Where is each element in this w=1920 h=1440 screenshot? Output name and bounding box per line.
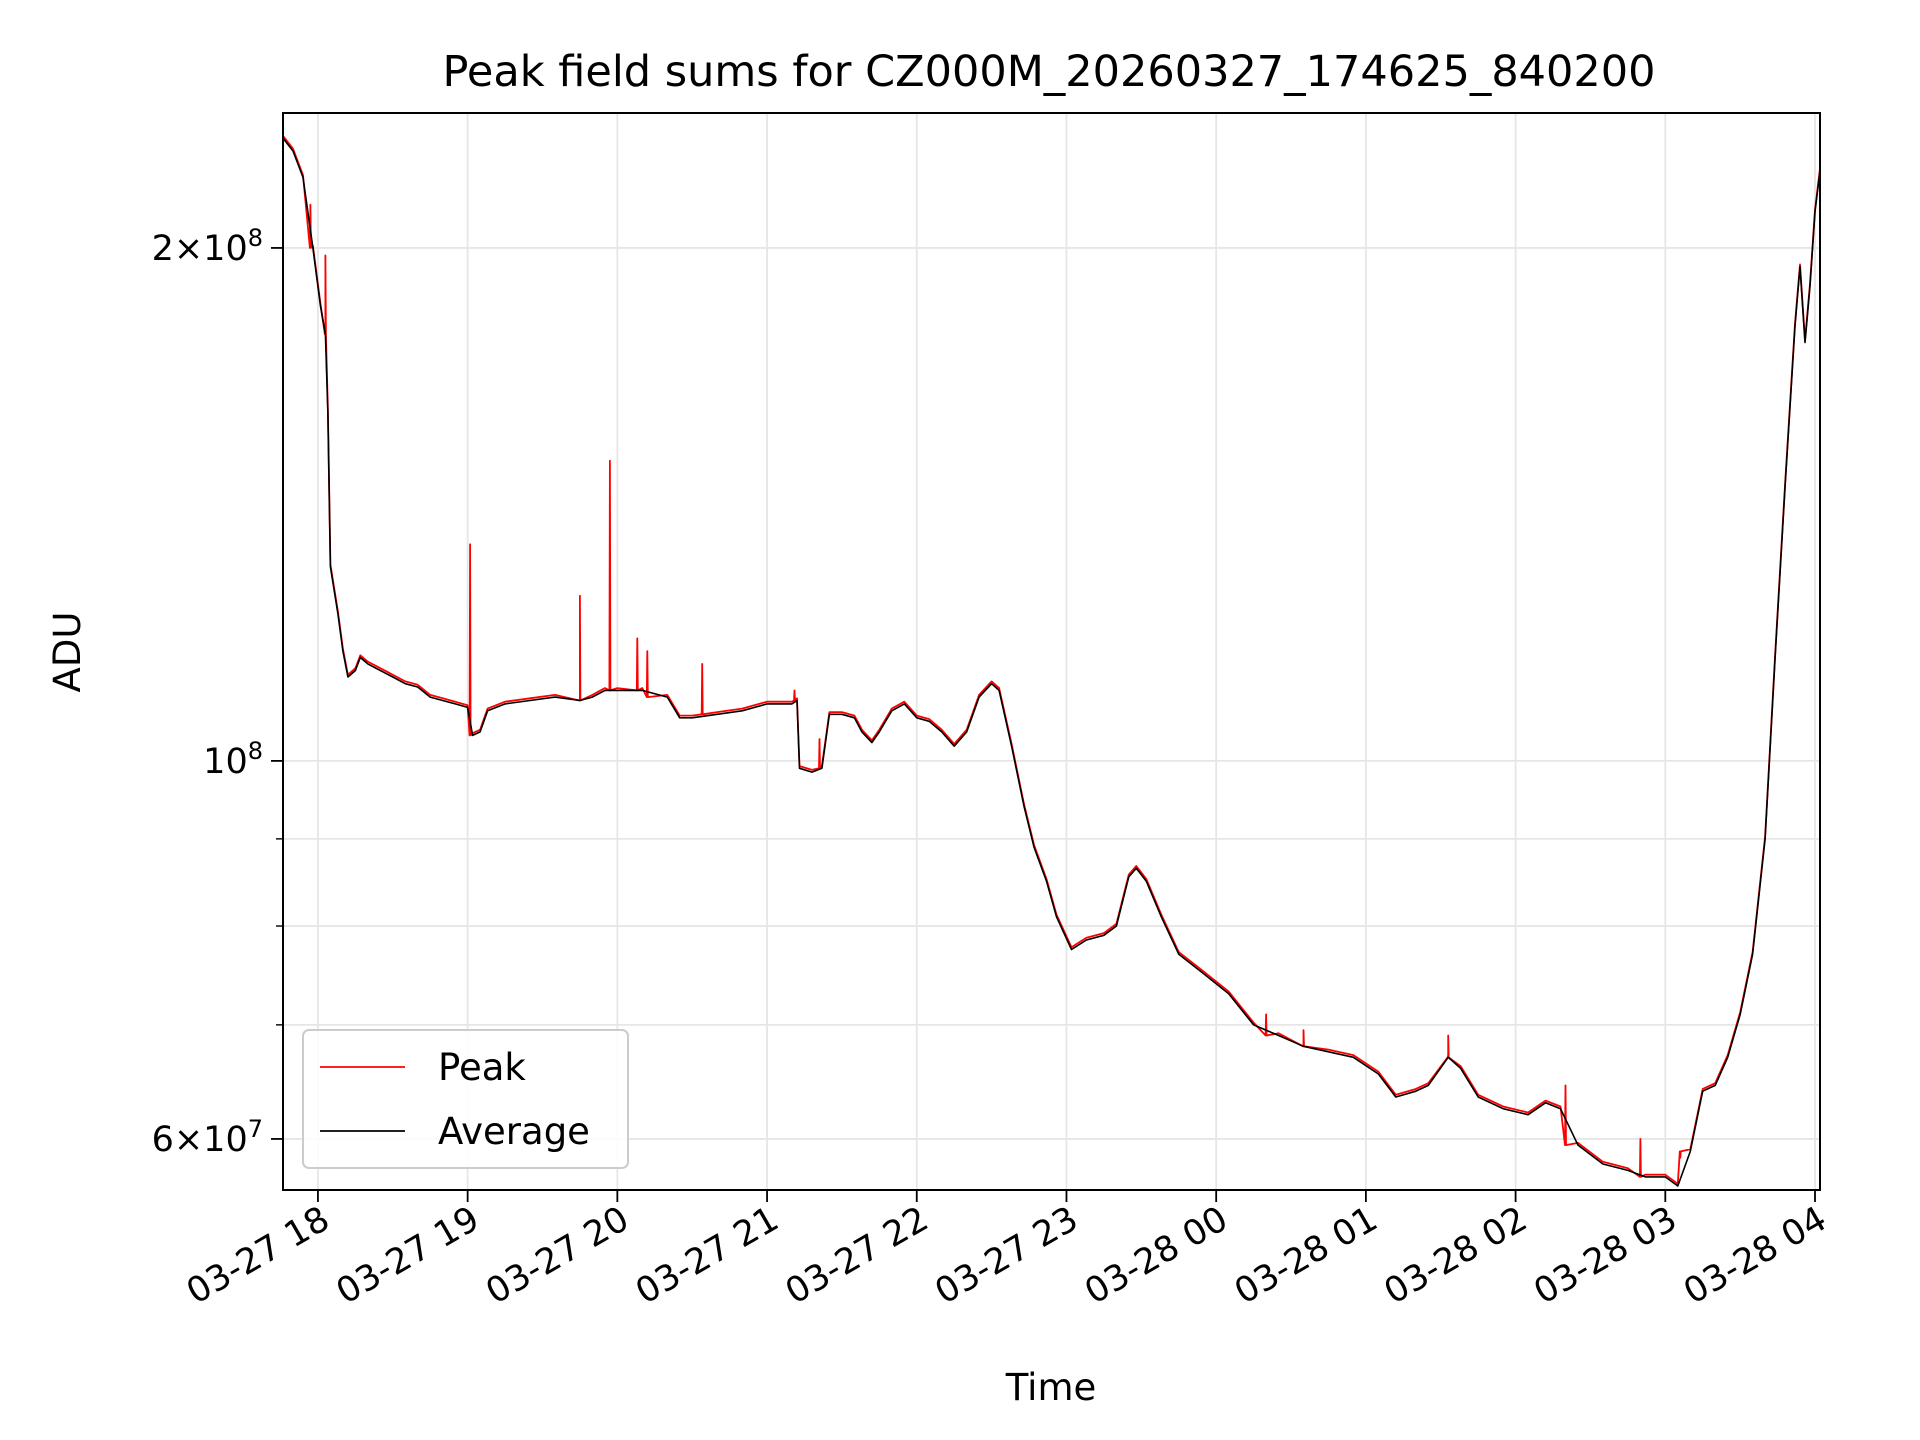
grid-layer xyxy=(283,113,1820,1190)
series-layer xyxy=(282,135,1821,1187)
y-axis-label: ADU xyxy=(46,612,89,693)
chart-title: Peak field sums for CZ000M_20260327_1746… xyxy=(443,47,1656,97)
series-line-peak xyxy=(282,135,1821,1185)
series-line-average xyxy=(282,137,1821,1187)
x-axis-label: Time xyxy=(1005,1366,1097,1409)
y-tick-label: 2×108 xyxy=(152,224,263,269)
y-tick-label: 108 xyxy=(203,737,263,782)
legend-label-average: Average xyxy=(438,1110,590,1153)
plot-frame xyxy=(282,112,1821,1191)
y-tick-label: 6×107 xyxy=(152,1115,263,1160)
legend-box xyxy=(302,1029,629,1169)
legend: Peak Average xyxy=(302,1029,629,1169)
legend-label-peak: Peak xyxy=(438,1046,526,1089)
